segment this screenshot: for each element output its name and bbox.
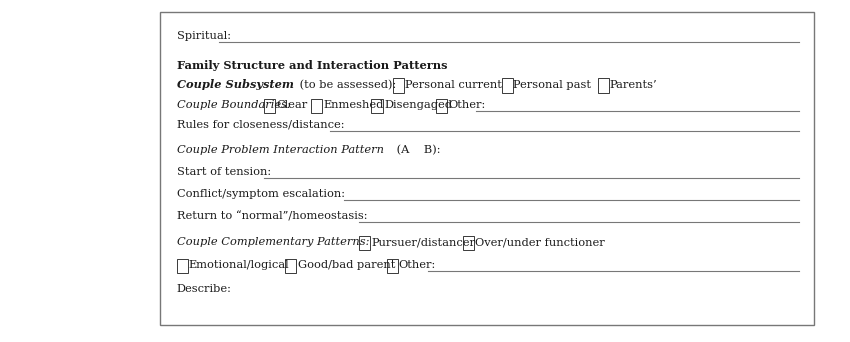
Text: Return to “normal”/homeostasis:: Return to “normal”/homeostasis: [177, 211, 367, 221]
Bar [177, 259, 188, 273]
Bar [160, 12, 814, 325]
Bar [311, 98, 322, 113]
Text: Enmeshed: Enmeshed [324, 100, 384, 110]
Text: Family Structure and Interaction Patterns: Family Structure and Interaction Pattern… [177, 60, 447, 71]
Text: Pursuer/distancer: Pursuer/distancer [371, 237, 475, 247]
Text: (to be assessed):: (to be assessed): [296, 80, 407, 90]
Text: Couple Problem Interaction Pattern: Couple Problem Interaction Pattern [177, 145, 384, 156]
Text: Personal past: Personal past [513, 80, 592, 90]
Text: Personal current: Personal current [405, 80, 501, 90]
Text: Rules for closeness/distance:: Rules for closeness/distance: [177, 120, 344, 130]
Text: Spiritual:: Spiritual: [177, 31, 231, 41]
Bar [359, 236, 370, 250]
Text: Parents’: Parents’ [609, 80, 657, 90]
Text: Conflict/symptom escalation:: Conflict/symptom escalation: [177, 189, 345, 199]
Bar [371, 98, 382, 113]
Text: Other:: Other: [399, 260, 436, 270]
Text: Other:: Other: [448, 100, 485, 110]
Text: Disengaged: Disengaged [384, 100, 452, 110]
Text: Couple Boundaries:: Couple Boundaries: [177, 100, 291, 110]
Text: Emotional/logical: Emotional/logical [189, 260, 289, 270]
Bar [463, 236, 474, 250]
Text: Couple Subsystem: Couple Subsystem [177, 79, 293, 90]
Text: Start of tension:: Start of tension: [177, 167, 271, 177]
Bar [436, 98, 447, 113]
Bar [387, 259, 398, 273]
Text: Good/bad parent: Good/bad parent [298, 260, 395, 270]
Text: Clear: Clear [276, 100, 308, 110]
Text: Couple Complementary Patterns:: Couple Complementary Patterns: [177, 237, 369, 247]
Bar [502, 78, 513, 93]
Bar [598, 78, 609, 93]
Text: Over/under functioner: Over/under functioner [475, 237, 605, 247]
Bar [285, 259, 296, 273]
Bar [393, 78, 404, 93]
Text: (A    B):: (A B): [393, 145, 440, 156]
Text: Describe:: Describe: [177, 284, 232, 294]
Bar [264, 98, 275, 113]
